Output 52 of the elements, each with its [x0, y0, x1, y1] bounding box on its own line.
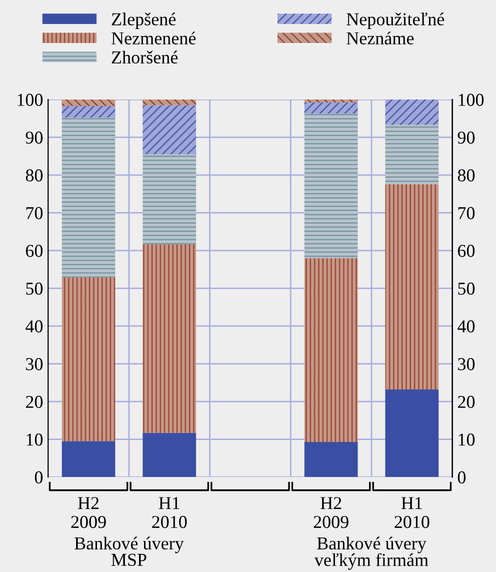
y2-tick-label: 60: [458, 244, 475, 257]
bar: [385, 184, 439, 390]
y-tick-label: 0: [34, 471, 43, 484]
y2-tick-label: 80: [458, 169, 475, 182]
y-tick-label: 70: [26, 207, 43, 220]
y-tick-label: 40: [26, 320, 43, 332]
y-tick-label: 50: [26, 282, 43, 295]
y-tick-label: 30: [26, 358, 43, 370]
y2-tick-label: 90: [458, 132, 475, 144]
bar: [142, 244, 196, 433]
bar: [385, 124, 439, 184]
text: Bankové úvery veľkým firmám: [314, 536, 428, 570]
bar: [62, 106, 116, 118]
y-tick-label: 10: [26, 434, 43, 446]
bar: [304, 442, 358, 478]
y2-tick-label: 100: [458, 94, 484, 106]
text: Bankové úvery MSP: [74, 536, 184, 566]
bar: [304, 102, 358, 114]
bar: [142, 432, 196, 478]
bar: [62, 277, 116, 442]
x-tick-label: H1 2010: [152, 497, 187, 528]
bar: [142, 105, 196, 154]
y-tick-label: 100: [18, 94, 43, 106]
y-tick-label: 20: [26, 396, 43, 408]
legend-label: Nepoužiteľné: [346, 12, 444, 30]
y2-tick-label: 50: [458, 282, 475, 295]
y-tick-label: 60: [26, 244, 43, 257]
x-tick-label: H2 2009: [71, 497, 106, 528]
y-tick-label: 90: [26, 132, 43, 144]
y2-tick-label: 70: [458, 207, 475, 220]
legend-label: Nezmenené: [112, 32, 196, 44]
bar: [62, 118, 116, 278]
bar: [304, 100, 358, 103]
bar: [385, 389, 439, 478]
bar: [304, 113, 358, 258]
legend-label: Neznáme: [346, 32, 414, 44]
bar: [385, 100, 439, 125]
bar: [142, 100, 196, 106]
legend-label: Zhoršené: [112, 50, 178, 64]
y2-tick-label: 10: [458, 434, 475, 446]
y2-tick-label: 20: [458, 396, 475, 408]
bar: [62, 100, 116, 106]
y2-tick-label: 40: [458, 320, 475, 332]
y-tick-label: 80: [26, 169, 43, 182]
legend-label: Zlepšené: [112, 12, 176, 30]
x-tick-label: H1 2010: [394, 497, 430, 528]
y2-tick-label: 30: [458, 358, 475, 370]
bar: [62, 441, 116, 478]
x-tick-label: H2 2009: [314, 497, 348, 528]
bar: [142, 154, 196, 244]
bar: [304, 258, 358, 442]
y2-tick-label: 0: [458, 471, 466, 484]
